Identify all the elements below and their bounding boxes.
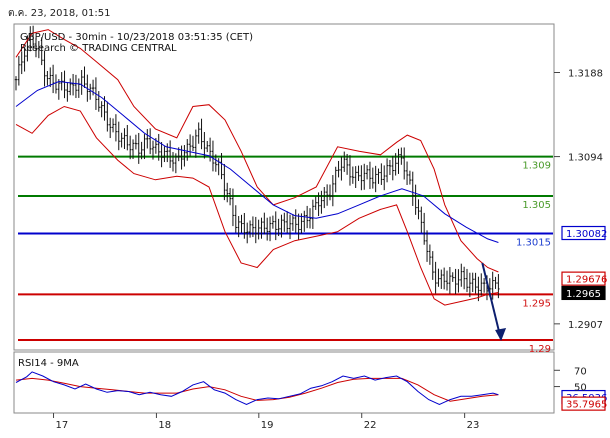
chart-timestamp: ต.ค. 23, 2018, 01:51: [8, 8, 111, 19]
indicator-lower_bb: [15, 105, 499, 306]
level-label-0: 1.309: [522, 161, 551, 172]
rsi-badge-label-1: 35.7965: [566, 400, 607, 411]
indicators: [15, 29, 499, 306]
rsi-panel: [13, 351, 555, 414]
price-tick-label-0: 1.3188: [568, 69, 603, 80]
forecast-arrow-line: [481, 262, 503, 341]
rsi-badge-box-1: [561, 396, 606, 411]
price-tick-label-1: 1.3094: [568, 153, 603, 164]
level-label-2: 1.3015: [516, 238, 551, 249]
date-axis: 17 18 19 22 23: [53, 413, 480, 431]
date-tick-label-4: 23: [467, 420, 480, 431]
price-badge-box-2: [561, 285, 606, 301]
rsi-ma-line: [15, 377, 499, 402]
indicator-upper_bb: [15, 29, 499, 273]
chart-title: GBP/USD - 30min - 10/23/2018 03:51:35 (C…: [20, 32, 253, 43]
date-tick-label-3: 22: [364, 420, 377, 431]
level-label-4: 1.29: [529, 344, 551, 355]
date-tick-label-0: 17: [56, 420, 69, 431]
price-tick-label-2: 1.2907: [568, 320, 603, 331]
price-badge-box-0: [561, 225, 606, 241]
date-tick-label-1: 18: [158, 420, 171, 431]
forecast-arrow: [481, 262, 507, 341]
price-badge-label-1: 1.29676: [566, 275, 607, 286]
rsi-title: RSI14 - 9MA: [18, 358, 79, 369]
price-badge-box-1: [561, 271, 606, 286]
price-badge-label-2: 1.2965: [566, 289, 601, 300]
price-axis: 1.3188 1.3094 1.2907: [554, 69, 603, 331]
chart-subtitle: Research © TRADING CENTRAL: [20, 43, 177, 54]
level-label-1: 1.305: [522, 200, 551, 211]
candlesticks: [14, 25, 500, 302]
rsi-tick-label-0: 70: [574, 366, 587, 377]
level-label-3: 1.295: [522, 298, 551, 309]
rsi-lines: 70 50: [15, 366, 587, 406]
price-panel: [13, 23, 555, 351]
support-resistance-levels: 1.309 1.305 1.3015 1.295 1.29: [18, 155, 553, 355]
date-tick-label-2: 19: [261, 420, 274, 431]
rsi-line: [15, 371, 499, 406]
price-badge-label-0: 1.30082: [566, 229, 607, 240]
indicator-ma: [15, 80, 499, 243]
rsi-tick-label-1: 50: [574, 383, 587, 394]
forecast-arrow-head: [495, 327, 507, 341]
